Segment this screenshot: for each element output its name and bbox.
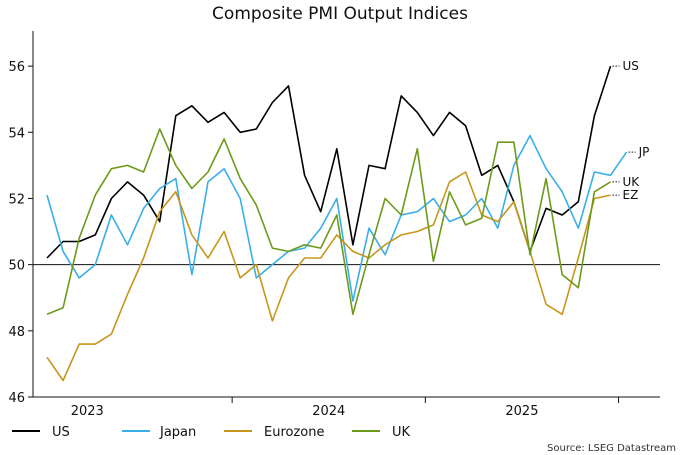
y-tick-label: 56 — [8, 60, 25, 75]
y-tick-label: 54 — [8, 126, 25, 141]
legend-item-japan: Japan — [122, 425, 196, 440]
end-label-uk: UK — [623, 175, 641, 189]
chart-title: Composite PMI Output Indices — [212, 4, 468, 24]
end-label-ez: EZ — [623, 188, 639, 202]
legend-label-japan: Japan — [159, 425, 196, 440]
source-note: Source: LSEG Datastream — [547, 443, 676, 454]
y-tick-label: 48 — [8, 325, 25, 340]
legend-item-uk: UK — [352, 425, 411, 440]
plot-frame — [32, 31, 660, 398]
end-label-jp: JP — [638, 145, 650, 159]
y-tick-label: 50 — [8, 259, 25, 274]
series-line-japan — [46, 134, 628, 302]
legend: US Japan Eurozone UK — [12, 425, 411, 440]
legend-item-eurozone: Eurozone — [224, 425, 324, 440]
y-tick-label: 46 — [8, 391, 25, 406]
x-tick-label: 2023 — [71, 404, 104, 419]
legend-label-us: US — [52, 425, 70, 440]
series-lines — [46, 65, 628, 382]
end-label-us: US — [623, 59, 639, 73]
legend-item-us: US — [12, 425, 70, 440]
legend-label-eurozone: Eurozone — [264, 425, 324, 440]
x-tick-label: 2025 — [505, 404, 538, 419]
y-axis: 46 48 50 52 54 56 — [8, 60, 33, 406]
legend-label-uk: UK — [392, 425, 411, 440]
x-axis: 2023202420252026 — [71, 397, 620, 419]
x-tick-label: 2024 — [312, 404, 345, 419]
series-line-eurozone — [46, 171, 611, 382]
y-tick-label: 52 — [8, 192, 25, 207]
series-line-uk — [46, 128, 611, 316]
